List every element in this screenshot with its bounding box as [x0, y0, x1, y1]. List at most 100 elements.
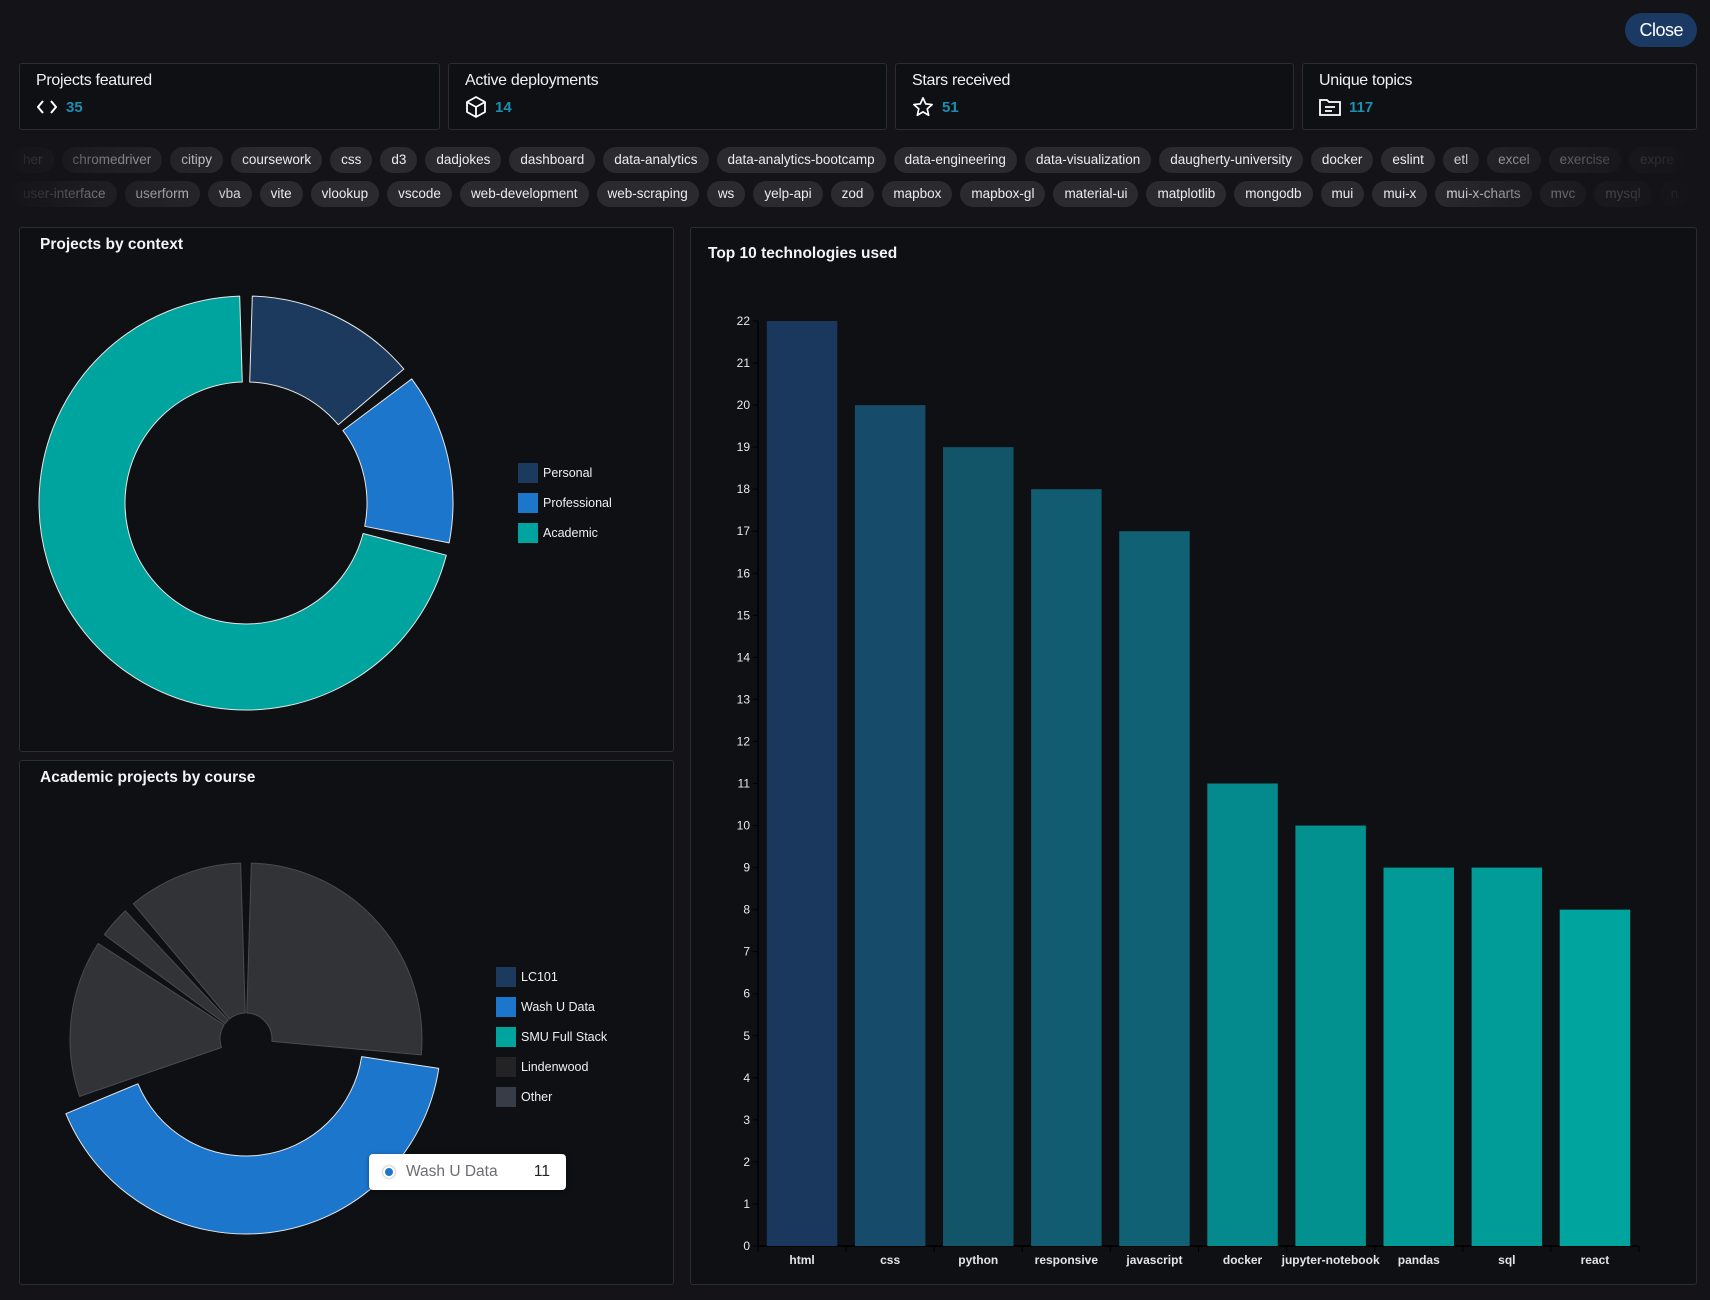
topic-tag[interactable]: mapbox [882, 181, 953, 207]
topic-tag[interactable]: chromedriver [61, 147, 163, 173]
topic-tag[interactable]: coursework [231, 147, 323, 173]
legend-item-other: Other [496, 1087, 607, 1107]
legend-swatch [496, 997, 516, 1017]
topic-tag[interactable]: d3 [380, 147, 418, 173]
x-tick-label: responsive [1035, 1253, 1099, 1267]
topic-tag[interactable]: exercise [1548, 147, 1621, 173]
y-tick-label: 9 [743, 861, 750, 875]
topic-tag[interactable]: yelp-api [753, 181, 823, 207]
topic-tag[interactable]: daugherty-university [1159, 147, 1303, 173]
topic-tag[interactable]: web-development [459, 181, 589, 207]
topic-tag[interactable]: matplotlib [1146, 181, 1227, 207]
donut-slice-other[interactable] [132, 862, 246, 1020]
panel-title: Academic projects by course [40, 769, 256, 786]
bar-sql[interactable] [1471, 867, 1543, 1246]
topic-tag[interactable]: userform [124, 181, 200, 207]
legend-label: Professional [543, 496, 612, 510]
stat-label: Projects featured [36, 72, 152, 89]
topic-tag[interactable]: data-visualization [1024, 147, 1152, 173]
close-button[interactable]: Close [1625, 13, 1697, 47]
topic-tag[interactable]: css [330, 147, 373, 173]
cube-icon [465, 96, 487, 118]
legend-item-professional: Professional [518, 493, 612, 513]
stat-card-stars: Stars received 51 [895, 63, 1294, 130]
x-tick-label: docker [1223, 1253, 1263, 1267]
topic-tag[interactable]: mui-x [1372, 181, 1428, 207]
topic-tag[interactable]: mongodb [1234, 181, 1313, 207]
bar-responsive[interactable] [1031, 489, 1102, 1246]
bar-python[interactable] [943, 447, 1014, 1246]
topic-tag[interactable]: vscode [387, 181, 452, 207]
donut-slice-personal[interactable] [249, 295, 405, 426]
topic-tag[interactable]: her [12, 147, 54, 173]
bar-docker[interactable] [1207, 783, 1278, 1247]
x-tick-label: jupyter-notebook [1281, 1253, 1380, 1267]
donut-slice-lindenwood[interactable] [103, 910, 229, 1025]
bar-javascript[interactable] [1119, 531, 1190, 1246]
y-tick-label: 1 [743, 1197, 750, 1211]
donut-slice-smu-full-stack[interactable] [69, 942, 225, 1097]
legend-item-smu-full-stack: SMU Full Stack [496, 1027, 607, 1047]
y-tick-label: 17 [737, 524, 751, 538]
panel-title: Top 10 technologies used [708, 245, 898, 262]
topic-tag[interactable]: mapbox-gl [960, 181, 1046, 207]
y-tick-label: 19 [737, 440, 751, 454]
topic-tag[interactable]: mui [1320, 181, 1365, 207]
y-tick-label: 10 [737, 819, 751, 833]
topic-tag[interactable]: web-scraping [596, 181, 699, 207]
donut-slice-lc101[interactable] [246, 862, 423, 1056]
topic-tag[interactable]: dadjokes [425, 147, 502, 173]
donut-slice-professional[interactable] [342, 378, 454, 544]
legend-label: Academic [543, 526, 598, 540]
course-donut-chart [65, 862, 440, 1235]
topic-tag[interactable]: mui-x-charts [1435, 181, 1532, 207]
y-tick-label: 4 [743, 1071, 750, 1085]
topic-tag[interactable]: vite [259, 181, 303, 207]
stat-value: 51 [942, 98, 959, 116]
tooltip-label: Wash U Data [406, 1163, 498, 1180]
topic-tag[interactable]: data-analytics [603, 147, 709, 173]
folder-list-icon [1319, 96, 1341, 118]
topic-tag[interactable]: mvc [1539, 181, 1587, 207]
chart-tooltip: Wash U Data 11 [369, 1154, 566, 1190]
stat-card-topics: Unique topics 117 [1302, 63, 1697, 130]
bar-pandas[interactable] [1383, 867, 1454, 1246]
x-tick-label: python [958, 1253, 998, 1267]
context-donut-chart [38, 295, 454, 711]
topic-tag[interactable]: eslint [1381, 147, 1435, 173]
topic-tags-strip[interactable]: her chromedriver citipy coursework css d3 dadj… [0, 147, 1710, 211]
bar-html[interactable] [766, 321, 838, 1246]
topic-tag[interactable]: vlookup [310, 181, 380, 207]
y-tick-label: 15 [737, 608, 751, 622]
topic-tag[interactable]: user-interface [12, 181, 117, 207]
y-tick-label: 8 [743, 903, 750, 917]
topic-tag[interactable]: etl [1442, 147, 1480, 173]
technologies-bar-chart: 012345678910111213141516171819202122html… [737, 314, 1640, 1267]
topic-tag[interactable]: mysql [1594, 181, 1652, 207]
topic-tag[interactable]: citipy [170, 147, 224, 173]
stat-label: Active deployments [465, 72, 599, 89]
topic-tag[interactable]: dashboard [509, 147, 596, 173]
legend-swatch [496, 967, 516, 987]
bar-react[interactable] [1559, 909, 1631, 1246]
topic-tag[interactable]: zod [830, 181, 875, 207]
topic-tag[interactable]: n [1659, 181, 1690, 207]
topic-tag[interactable]: docker [1310, 147, 1374, 173]
y-tick-label: 0 [743, 1239, 750, 1253]
legend-item-lc101: LC101 [496, 967, 607, 987]
topic-tag[interactable]: data-engineering [893, 147, 1017, 173]
topic-tag[interactable]: excel [1487, 147, 1541, 173]
donut-slice-wash-u-data[interactable] [65, 1056, 440, 1235]
topic-tag[interactable]: data-analytics-bootcamp [716, 147, 886, 173]
y-tick-label: 21 [737, 356, 751, 370]
topic-tag[interactable]: expre [1628, 147, 1685, 173]
bar-jupyter-notebook[interactable] [1295, 825, 1366, 1246]
y-tick-label: 20 [737, 398, 751, 412]
topic-tag[interactable]: ws [706, 181, 746, 207]
topic-tag[interactable]: vba [207, 181, 252, 207]
topic-tag[interactable]: material-ui [1053, 181, 1139, 207]
y-tick-label: 2 [743, 1155, 750, 1169]
donut-slice-academic[interactable] [38, 295, 447, 711]
y-tick-label: 11 [738, 777, 751, 791]
bar-css[interactable] [854, 405, 926, 1246]
